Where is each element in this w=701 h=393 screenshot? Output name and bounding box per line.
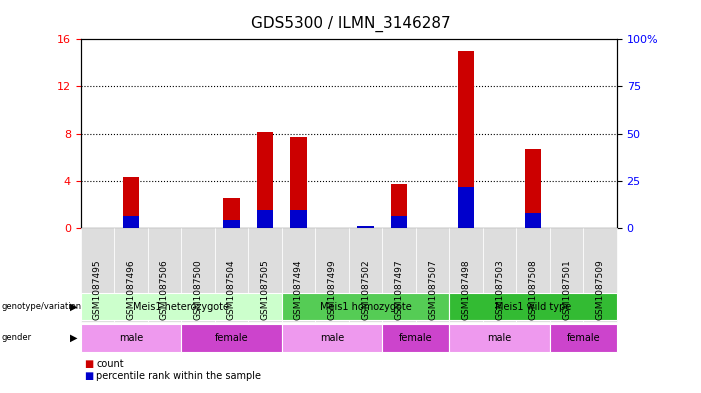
Text: female: female	[215, 333, 248, 343]
Text: GSM1087503: GSM1087503	[495, 259, 504, 320]
Text: GSM1087506: GSM1087506	[160, 259, 169, 320]
Text: ■: ■	[84, 360, 93, 369]
Text: male: male	[487, 333, 512, 343]
Text: male: male	[320, 333, 344, 343]
Text: GSM1087497: GSM1087497	[395, 260, 404, 320]
Bar	[257, 210, 273, 228]
Text: genotype/variation: genotype/variation	[1, 302, 81, 311]
Text: GSM1087498: GSM1087498	[461, 260, 470, 320]
Text: gender: gender	[1, 334, 32, 342]
Text: GSM1087496: GSM1087496	[126, 260, 135, 320]
Bar	[357, 226, 374, 228]
Text: GSM1087499: GSM1087499	[327, 260, 336, 320]
Bar	[123, 177, 139, 228]
Text: ▶: ▶	[69, 301, 77, 312]
Bar	[257, 132, 273, 228]
Bar	[290, 210, 307, 228]
Text: GSM1087494: GSM1087494	[294, 260, 303, 320]
Text: female: female	[399, 333, 433, 343]
Text: GSM1087495: GSM1087495	[93, 260, 102, 320]
Text: GSM1087502: GSM1087502	[361, 260, 370, 320]
Text: ■: ■	[84, 371, 93, 381]
Text: female: female	[566, 333, 600, 343]
Text: ▶: ▶	[69, 333, 77, 343]
Bar	[223, 220, 240, 228]
Bar	[390, 184, 407, 228]
Bar	[123, 216, 139, 228]
Text: GSM1087500: GSM1087500	[193, 259, 203, 320]
Bar	[458, 51, 475, 228]
Text: GSM1087508: GSM1087508	[529, 259, 538, 320]
Bar	[390, 216, 407, 228]
Bar	[525, 149, 541, 228]
Text: GDS5300 / ILMN_3146287: GDS5300 / ILMN_3146287	[251, 16, 450, 32]
Text: GSM1087504: GSM1087504	[227, 260, 236, 320]
Text: GSM1087509: GSM1087509	[596, 259, 605, 320]
Text: GSM1087507: GSM1087507	[428, 259, 437, 320]
Text: GSM1087501: GSM1087501	[562, 259, 571, 320]
Text: GSM1087505: GSM1087505	[261, 259, 269, 320]
Bar	[290, 137, 307, 228]
Text: count: count	[96, 360, 123, 369]
Bar	[525, 213, 541, 228]
Text: Meis1 homozygote: Meis1 homozygote	[320, 301, 411, 312]
Text: male: male	[118, 333, 143, 343]
Text: percentile rank within the sample: percentile rank within the sample	[96, 371, 261, 381]
Text: Meis1 wild type: Meis1 wild type	[495, 301, 571, 312]
Bar	[223, 198, 240, 228]
Bar	[458, 187, 475, 228]
Text: Meis1 heterozygote: Meis1 heterozygote	[133, 301, 229, 312]
